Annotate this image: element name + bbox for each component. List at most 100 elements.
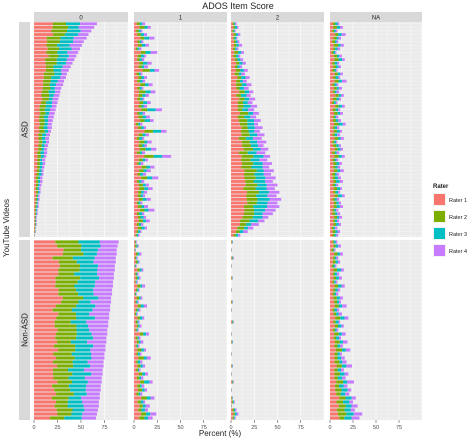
- bar-segment-rater-3: [334, 115, 337, 119]
- bar-segment-rater-3: [141, 408, 145, 412]
- x-tick-label: 75: [101, 425, 107, 431]
- bar-segment-rater-3: [43, 126, 48, 130]
- bar-segment-rater-1: [330, 51, 332, 54]
- bar-segment-rater-3: [337, 352, 340, 356]
- bar-segment-rater-4: [336, 233, 339, 237]
- bar-segment-rater-4: [48, 115, 54, 119]
- bar-segment-rater-4: [338, 336, 342, 340]
- bar-segment-rater-3: [334, 328, 337, 332]
- bar-segment-rater-1: [34, 316, 57, 320]
- bar-segment-rater-2: [138, 219, 143, 223]
- bar-segment-rater-4: [337, 22, 340, 26]
- bar-segment-rater-1: [330, 208, 333, 212]
- bar-segment-rater-2: [46, 36, 61, 40]
- bar-segment-rater-2: [62, 296, 84, 300]
- bar-segment-rater-1: [134, 412, 142, 416]
- bar-segment-rater-2: [52, 22, 66, 26]
- bar-segment-rater-3: [238, 72, 242, 76]
- bar-segment-rater-3: [338, 79, 342, 83]
- bar-segment-rater-2: [239, 111, 249, 115]
- bar-segment-rater-2: [339, 416, 345, 420]
- bar-segment-rater-1: [330, 404, 339, 408]
- legend-item-rater-1: Rater 1: [433, 193, 467, 206]
- bar-segment-rater-1: [134, 360, 137, 364]
- bar-segment-rater-2: [36, 172, 39, 176]
- bar-segment-rater-2: [333, 201, 337, 205]
- bar-segment-rater-3: [42, 140, 47, 144]
- bar-segment-rater-1: [231, 320, 232, 324]
- bar-segment-rater-2: [58, 312, 76, 316]
- bar-segment-rater-2: [137, 33, 141, 36]
- bar-segment-rater-1: [34, 308, 53, 312]
- bar-segment-rater-1: [34, 122, 40, 126]
- bar-segment-rater-2: [237, 101, 244, 105]
- bar-segment-rater-1: [134, 320, 136, 324]
- bar-segment-rater-4: [343, 384, 348, 388]
- bar-segment-rater-3: [338, 94, 342, 97]
- bar-segment-rater-1: [34, 115, 40, 119]
- bar-segment-rater-4: [162, 154, 172, 158]
- bar-segment-rater-2: [58, 288, 77, 292]
- bar-segment-rater-3: [70, 388, 86, 392]
- bar-segment-rater-1: [330, 388, 336, 392]
- bar-segment-rater-4: [81, 400, 99, 404]
- bar-segment-rater-2: [58, 260, 77, 264]
- bar-segment-rater-1: [330, 201, 334, 205]
- bar-segment-rater-2: [41, 90, 49, 94]
- bar-segment-rater-4: [339, 180, 343, 183]
- bar-segment-rater-1: [330, 90, 333, 94]
- bar-segment-rater-4: [142, 151, 146, 155]
- bar-segment-rater-1: [134, 126, 139, 130]
- bar-segment-rater-2: [141, 176, 148, 180]
- bar-segment-rater-4: [341, 104, 345, 108]
- panel-asd-0: [33, 22, 129, 237]
- bar-segment-rater-4: [336, 292, 339, 296]
- bar-segment-rater-2: [334, 352, 338, 356]
- bar-segment-rater-4: [251, 223, 259, 226]
- bar-segment-rater-3: [256, 169, 264, 173]
- bar-segment-rater-1: [330, 129, 334, 133]
- bar-segment-rater-4: [336, 40, 339, 44]
- bar-segment-rater-3: [137, 320, 139, 324]
- bar-segment-rater-4: [339, 162, 342, 165]
- bar-segment-rater-4: [41, 169, 44, 173]
- bar-segment-rater-1: [330, 33, 336, 36]
- bar-segment-rater-2: [333, 36, 337, 40]
- bar-segment-rater-4: [47, 122, 52, 126]
- x-tick-label: 75: [201, 425, 207, 431]
- bar-segment-rater-4: [73, 36, 87, 40]
- bar-segment-rater-1: [330, 40, 333, 44]
- legend-label: Rater 2: [449, 215, 467, 221]
- bar-segment-rater-1: [134, 356, 139, 360]
- bar-segment-rater-4: [86, 384, 101, 388]
- strip-background: [19, 22, 30, 237]
- bar-segment-rater-2: [241, 133, 250, 137]
- bar-segment-rater-4: [73, 40, 84, 44]
- bar-segment-rater-4: [137, 300, 139, 304]
- bar-segment-rater-3: [334, 140, 337, 144]
- bar-segment-rater-3: [139, 86, 142, 90]
- bar-segment-rater-3: [242, 108, 249, 112]
- bar-segment-rater-1: [231, 158, 242, 162]
- bar-segment-rater-2: [47, 47, 60, 51]
- bar-segment-rater-3: [73, 392, 87, 396]
- bar-segment-rater-4: [46, 133, 50, 137]
- bar-segment-rater-1: [330, 22, 333, 26]
- bar-segment-rater-3: [40, 154, 44, 158]
- bar-segment-rater-2: [332, 308, 335, 312]
- bar-segment-rater-1: [231, 22, 233, 26]
- bar-segment-rater-1: [330, 304, 335, 308]
- bar-segment-rater-4: [144, 408, 148, 412]
- bar-segment-rater-4: [144, 76, 148, 79]
- bar-segment-rater-2: [139, 101, 144, 105]
- bar-segment-rater-1: [34, 392, 57, 396]
- bar-segment-rater-3: [336, 201, 339, 205]
- bar-segment-rater-3: [334, 126, 338, 130]
- bar-segment-rater-4: [97, 272, 114, 276]
- bar-segment-rater-2: [334, 147, 338, 151]
- bar-segment-rater-1: [134, 288, 136, 292]
- bar-segment-rater-1: [231, 94, 237, 97]
- bar-segment-rater-4: [37, 205, 39, 208]
- bar-segment-rater-4: [342, 194, 345, 198]
- bar-segment-rater-2: [239, 97, 245, 101]
